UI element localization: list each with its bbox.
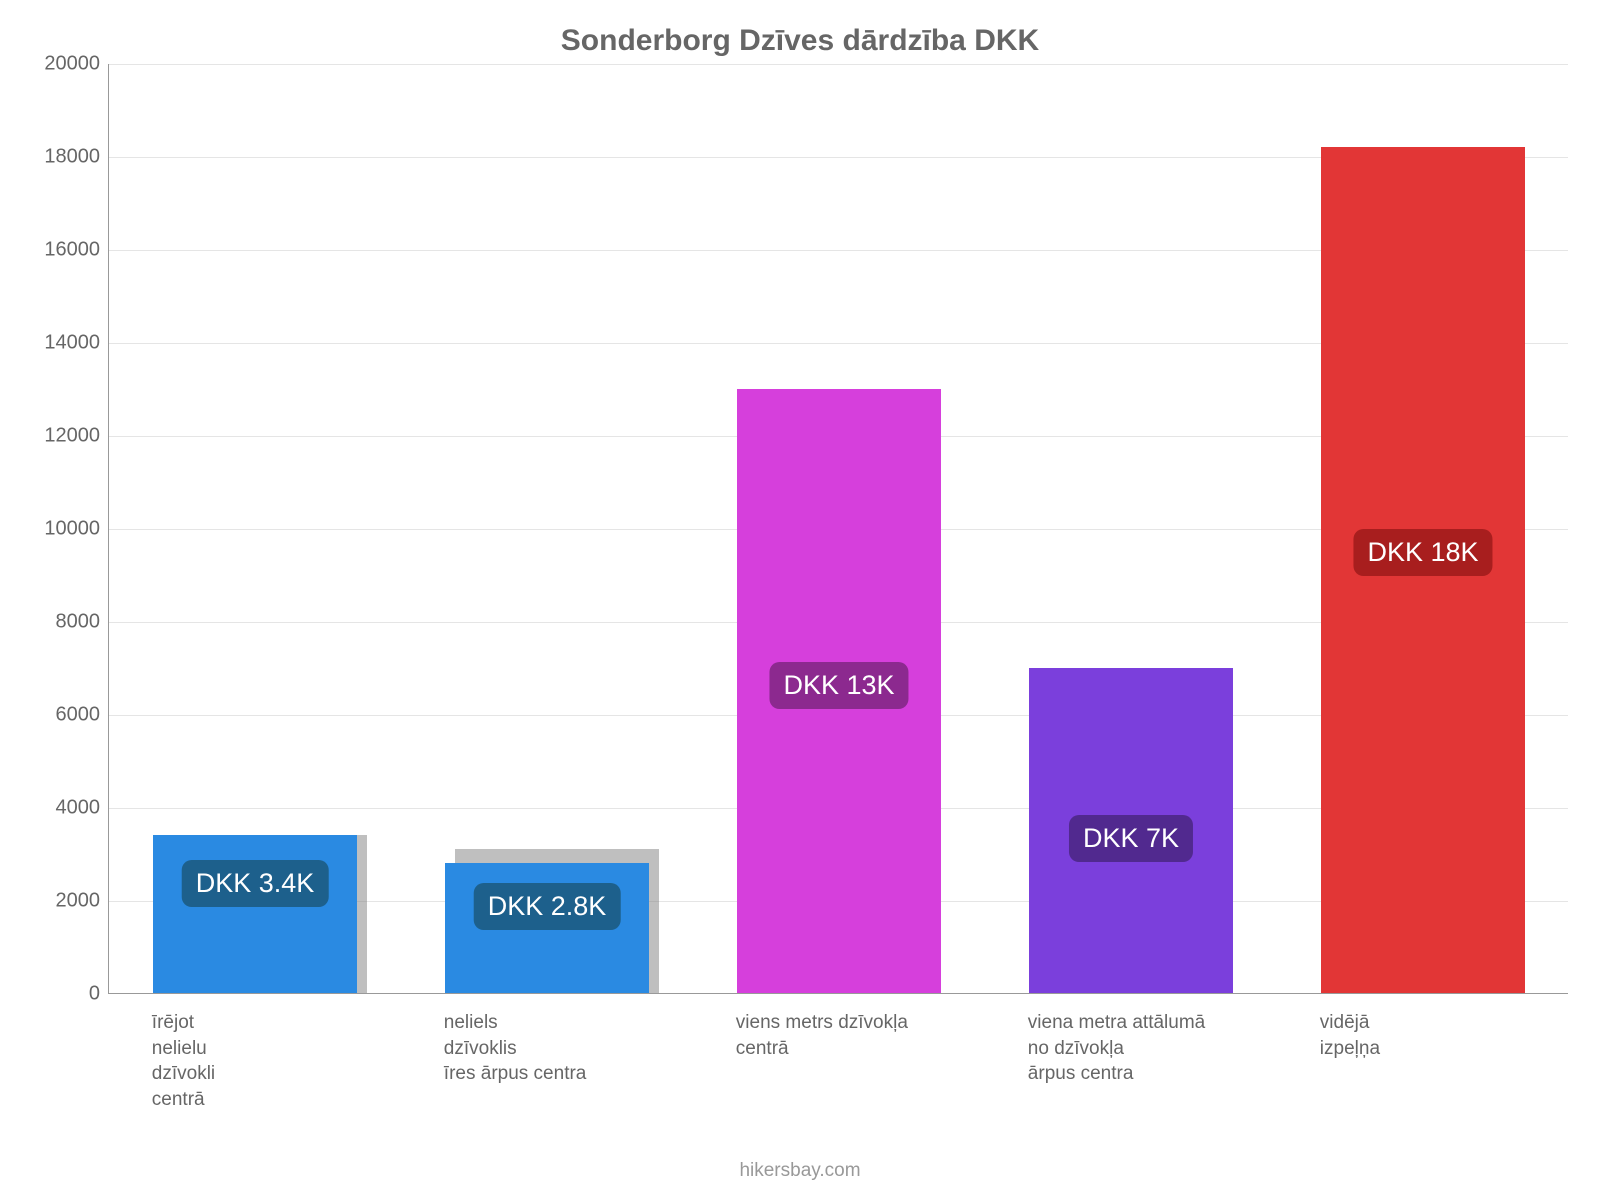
x-category-label: īrējot nelielu dzīvokli centrā	[152, 1010, 386, 1113]
bar-value-badge: DKK 13K	[769, 662, 908, 709]
y-tick-label: 8000	[20, 611, 100, 634]
bar-value-badge: DKK 7K	[1069, 815, 1193, 862]
y-tick-label: 6000	[20, 704, 100, 727]
bar-value-badge: DKK 18K	[1353, 529, 1492, 576]
y-tick-label: 2000	[20, 890, 100, 913]
plot-area: DKK 3.4K DKK 2.8K DKK 13K DKK 7K DKK 18K	[108, 64, 1568, 994]
bar-value-badge: DKK 3.4K	[182, 860, 329, 907]
y-tick-label: 18000	[20, 146, 100, 169]
y-tick-label: 20000	[20, 53, 100, 76]
x-category-label: vidējā izpeļņa	[1320, 1010, 1554, 1061]
cost-of-living-chart: Sonderborg Dzīves dārdzība DKK DKK 3.4KD…	[0, 0, 1600, 1200]
chart-title: Sonderborg Dzīves dārdzība DKK	[0, 24, 1600, 58]
bar	[153, 835, 357, 993]
y-tick-label: 14000	[20, 332, 100, 355]
x-category-label: viens metrs dzīvokļa centrā	[736, 1010, 970, 1061]
bar-value-badge: DKK 2.8K	[474, 883, 621, 930]
y-tick-label: 0	[20, 983, 100, 1006]
x-category-label: viena metra attālumā no dzīvokļa ārpus c…	[1028, 1010, 1262, 1087]
y-tick-label: 12000	[20, 425, 100, 448]
x-category-label: neliels dzīvoklis īres ārpus centra	[444, 1010, 678, 1087]
y-tick-label: 10000	[20, 518, 100, 541]
y-tick-label: 4000	[20, 797, 100, 820]
attribution-text: hikersbay.com	[0, 1160, 1600, 1182]
y-tick-label: 16000	[20, 239, 100, 262]
gridline	[109, 64, 1568, 65]
